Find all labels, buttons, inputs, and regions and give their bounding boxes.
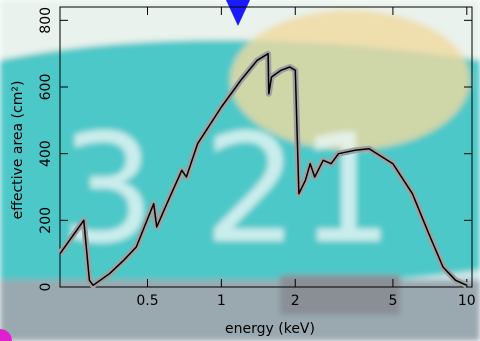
y-tick-label: 200 (38, 207, 54, 234)
page: {"chart_data": {"type": "line", "x_label… (0, 0, 480, 341)
x-tick-label: 2 (291, 293, 300, 309)
background-photo: 3 21 (0, 0, 480, 341)
x-tick-label: 1 (217, 293, 226, 309)
x-axis-label: energy (keV) (225, 321, 315, 337)
y-tick-label: 400 (38, 140, 54, 167)
y-axis-label: effective area (cm²) (10, 81, 26, 220)
y-tick-label: 600 (38, 74, 54, 101)
y-tick-label: 800 (38, 7, 54, 34)
x-tick-label: 10 (458, 293, 476, 309)
svg-text:3 21: 3 21 (60, 103, 394, 277)
chart: 3 21 energy (keV) effective area (cm²) 0… (0, 0, 480, 341)
x-tick-label: 0.5 (136, 293, 158, 309)
y-tick-label: 0 (38, 283, 54, 292)
x-tick-label: 5 (388, 293, 397, 309)
